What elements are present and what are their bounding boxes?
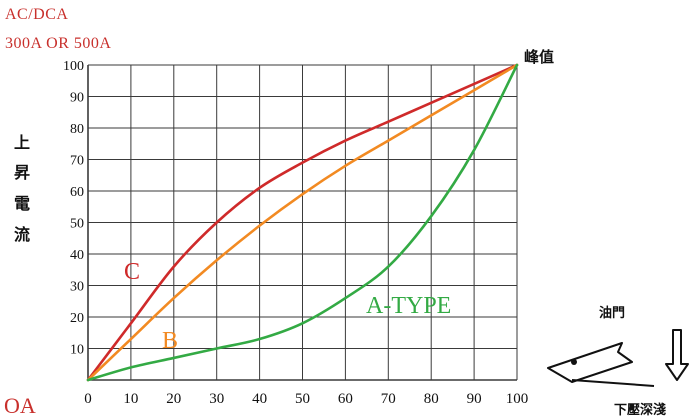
chart-grid (87, 64, 518, 381)
y-tick-label: 40 (70, 248, 84, 263)
throttle-label: 油門 (599, 306, 626, 321)
y-tick-label: 70 (70, 154, 84, 169)
y-tick-label: 20 (70, 311, 84, 326)
x-tick-label: 80 (424, 391, 439, 407)
y-tick-label: 50 (70, 217, 84, 232)
series-line-0 (86, 63, 519, 382)
series-line-2 (86, 63, 519, 382)
x-tick-label: 100 (506, 391, 529, 407)
y-axis-ticks: 10 20 30 40 50 60 70 80 90 100 (63, 59, 84, 358)
x-axis-ticks: 0 10 20 30 40 50 60 70 80 90 100 (84, 391, 528, 407)
chart-header-line-1: AC/DCA (5, 6, 69, 23)
x-tick-label: 20 (166, 391, 181, 407)
series-label-a-type: A-TYPE (366, 293, 452, 319)
x-tick-label: 30 (209, 391, 224, 407)
x-tick-label: 60 (338, 391, 353, 407)
series-label-c: C (124, 259, 141, 285)
x-tick-label: 90 (467, 391, 482, 407)
down-arrow-icon (665, 329, 689, 381)
y-tick-label: 30 (70, 280, 84, 295)
y-tick-label: 100 (63, 59, 84, 74)
series-lines (86, 63, 519, 382)
chart-header-line-2: 300A OR 500A (5, 35, 112, 52)
x-tick-label: 70 (381, 391, 396, 407)
throttle-depth-label: 下壓深淺 (614, 403, 667, 418)
series-label-b: B (162, 328, 179, 354)
x-tick-label: 40 (252, 391, 267, 407)
y-axis-label-char: 昇 (14, 163, 31, 182)
throttle-pedal-icon (547, 342, 655, 387)
x-tick-label: 50 (295, 391, 310, 407)
y-axis-label-char: 流 (14, 225, 31, 244)
y-tick-label: 60 (70, 185, 84, 200)
y-tick-label: 80 (70, 122, 84, 137)
peak-value-label: 峰值 (524, 48, 555, 66)
x-tick-label: 10 (123, 391, 138, 407)
origin-label: OA (4, 393, 36, 418)
y-axis-label-char: 上 (14, 133, 31, 152)
y-axis-label-char: 電 (14, 194, 31, 213)
y-tick-label: 90 (70, 91, 84, 106)
x-tick-label: 0 (84, 391, 92, 407)
y-tick-label: 10 (70, 343, 84, 358)
series-line-1 (86, 63, 519, 382)
